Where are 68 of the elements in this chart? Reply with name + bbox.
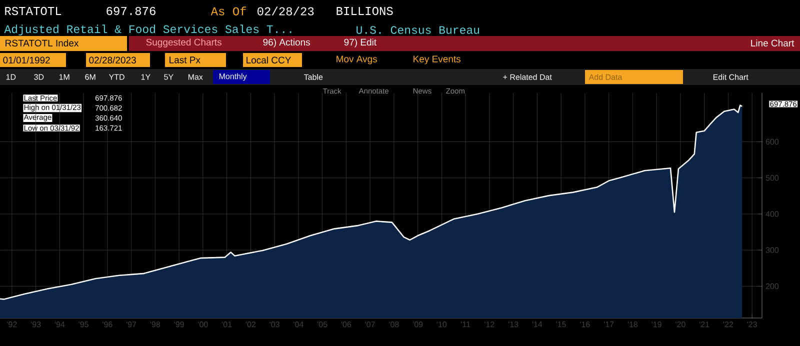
- x-tick-label: '07: [365, 322, 375, 328]
- x-tick-label: '99: [174, 322, 184, 328]
- x-tick-label: '17: [604, 322, 614, 328]
- x-tick-label: '95: [78, 322, 88, 328]
- text: 1Y: [141, 74, 150, 80]
- x-tick-label: '97: [126, 322, 136, 328]
- chart-title: RSTATOTL: [5, 6, 62, 16]
- text: Monthly: [219, 73, 247, 81]
- y-tick-label: 200: [766, 283, 779, 290]
- y-tick-label: 500: [766, 175, 779, 181]
- x-tick-label: '20: [676, 322, 686, 328]
- text: Add Data: [588, 74, 622, 80]
- x-tick-label: '12: [484, 322, 494, 328]
- text: + Related Dat: [503, 74, 552, 80]
- text: Table: [304, 74, 323, 80]
- y-tick-label: 400: [766, 211, 779, 217]
- x-tick-label: '19: [652, 322, 662, 328]
- text: Local CCY: [246, 56, 291, 64]
- text: 02/28/2023: [89, 56, 136, 64]
- x-tick-label: '10: [436, 322, 447, 328]
- y-tick-label: 600: [766, 138, 779, 145]
- text: Last Px: [170, 56, 200, 64]
- x-tick-label: '06: [341, 322, 352, 328]
- x-tick-label: '04: [294, 322, 304, 328]
- x-tick-label: '13: [508, 322, 518, 328]
- text: 6M: [85, 74, 96, 80]
- x-tick-label: '09: [413, 322, 423, 328]
- text: 02/28/23: [258, 6, 314, 16]
- text: As Of: [210, 6, 246, 16]
- x-tick-label: '15: [556, 322, 566, 328]
- x-tick-label: '23: [747, 322, 757, 328]
- text: 96) Actions: [263, 38, 310, 48]
- x-tick-label: '11: [461, 322, 470, 328]
- x-tick-label: '14: [532, 322, 542, 328]
- x-tick-label: '96: [102, 322, 112, 328]
- text: 697.876: [106, 6, 156, 16]
- x-tick-label: '01: [222, 322, 232, 328]
- chart-subtitle: Adjusted Retail & Food Services Sales T...: [4, 24, 292, 36]
- text: Mov Avgs: [336, 56, 377, 64]
- x-tick-label: '92: [7, 322, 17, 328]
- y-tick-label: 300: [766, 247, 779, 253]
- text: Line Chart: [751, 40, 794, 46]
- x-tick-label: '93: [31, 322, 41, 328]
- text: U.S. Census Bureau: [356, 26, 480, 34]
- text: 3D: [34, 74, 44, 80]
- x-tick-label: '18: [628, 322, 638, 328]
- text: BILLIONS: [336, 6, 393, 16]
- text: Edit Chart: [713, 74, 748, 80]
- text: Max: [188, 74, 203, 80]
- x-tick-label: '98: [150, 322, 160, 328]
- text: 5Y: [164, 74, 174, 80]
- x-tick-label: '02: [246, 322, 256, 328]
- x-tick-label: '22: [723, 322, 733, 328]
- text: Suggested Charts: [146, 38, 222, 48]
- text: 97) Edit: [344, 38, 376, 48]
- x-tick-label: '94: [54, 322, 65, 328]
- text: 1M: [59, 74, 70, 80]
- text: 1D: [6, 74, 16, 80]
- x-tick-label: '08: [389, 322, 399, 328]
- text: 01/01/1992: [3, 56, 50, 64]
- x-tick-label: '03: [270, 322, 280, 328]
- text: RSTATOTL Index: [6, 40, 79, 46]
- text: Key Events: [414, 56, 461, 64]
- x-tick-label: '00: [198, 322, 208, 328]
- x-tick-label: '05: [318, 322, 328, 328]
- text: YTD: [108, 74, 124, 80]
- x-tick-label: '21: [700, 322, 710, 328]
- x-tick-label: '16: [580, 322, 590, 328]
